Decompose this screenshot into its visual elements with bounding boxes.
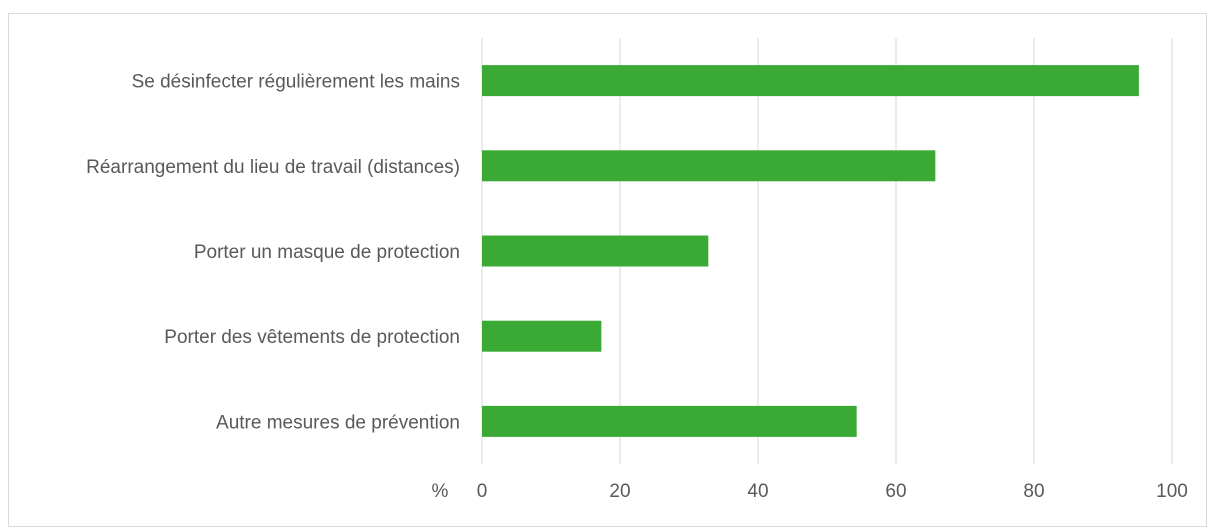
x-unit-label: % (432, 481, 449, 502)
category-labels: Se désinfecter régulièrement les mains Ré… (86, 72, 460, 434)
x-tick-label: 60 (885, 481, 906, 502)
bar (482, 65, 1139, 97)
bar (482, 235, 709, 267)
category-label: Autre mesures de prévention (216, 412, 460, 433)
x-tick-label: 100 (1156, 481, 1188, 502)
category-label: Porter un masque de protection (194, 242, 460, 263)
category-label: Porter des vêtements de protection (164, 327, 460, 348)
bars (482, 65, 1139, 437)
bar (482, 320, 602, 352)
x-tick-labels: 0 20 40 60 80 100 (477, 481, 1188, 502)
x-tick-label: 40 (747, 481, 768, 502)
x-tick-label: 20 (609, 481, 630, 502)
bar (482, 150, 936, 182)
bar (482, 405, 857, 437)
x-tick-label: 0 (477, 481, 488, 502)
grid-lines (481, 38, 1173, 464)
x-tick-label: 80 (1023, 481, 1044, 502)
category-label: Réarrangement du lieu de travail (distan… (86, 157, 460, 178)
chart-frame (8, 13, 1207, 527)
category-label: Se désinfecter régulièrement les mains (132, 72, 460, 93)
